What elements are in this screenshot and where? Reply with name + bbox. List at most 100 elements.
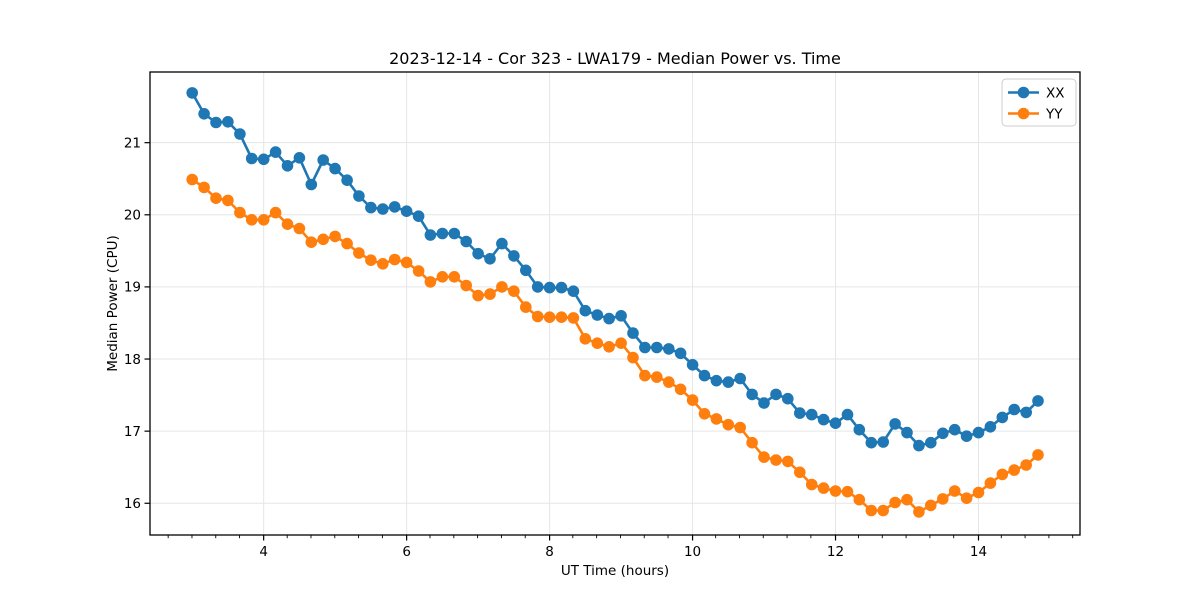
data-point-xx [805, 408, 818, 421]
data-point-yy [663, 376, 675, 388]
data-point-yy [889, 496, 901, 509]
plot-border [149, 71, 1081, 536]
data-point-yy [758, 451, 770, 463]
data-point-yy [1008, 464, 1020, 476]
legend-marker-xx [1017, 86, 1030, 99]
data-point-yy [210, 192, 222, 204]
data-point-yy [555, 311, 568, 324]
data-point-xx [388, 201, 401, 213]
data-point-xx [782, 392, 794, 405]
data-point-xx [817, 413, 830, 426]
y-tick-label: 16 [124, 496, 141, 512]
data-point-xx [579, 304, 592, 317]
data-point-yy [245, 214, 258, 226]
data-point-yy [484, 288, 496, 300]
grid-layer [150, 72, 1080, 535]
data-point-xx [365, 201, 377, 214]
data-point-xx [591, 309, 604, 321]
data-point-xx [567, 285, 580, 298]
data-point-yy [925, 499, 937, 512]
data-point-yy [186, 173, 198, 186]
data-point-xx [734, 372, 746, 385]
data-point-xx [520, 264, 532, 277]
data-point-yy [377, 258, 389, 270]
data-point-yy [937, 493, 949, 505]
data-point-xx [746, 388, 758, 401]
x-tick-label: 12 [827, 544, 844, 560]
data-point-xx [234, 128, 246, 140]
data-point-xx [1020, 406, 1032, 419]
legend-entry-xx: XX [1008, 86, 1065, 102]
data-point-xx [948, 423, 961, 436]
y-tick-label: 17 [124, 424, 141, 440]
data-point-xx [329, 162, 341, 175]
legend-marker-yy [1017, 107, 1030, 120]
y-tick-label: 19 [124, 280, 141, 296]
data-point-xx [472, 247, 484, 260]
data-point-xx [245, 152, 258, 165]
data-point-yy [353, 247, 365, 259]
data-point-yy [710, 413, 723, 425]
y-axis-label: Median Power (CPU) [105, 235, 121, 371]
data-point-xx [758, 397, 770, 409]
data-point-yy [436, 271, 449, 283]
data-point-yy [305, 236, 318, 248]
data-point-xx [555, 281, 568, 294]
data-point-yy [472, 289, 484, 302]
data-point-yy [269, 206, 282, 219]
data-point-xx [1032, 395, 1044, 407]
data-point-yy [829, 485, 842, 497]
data-point-yy [639, 369, 651, 382]
data-point-yy [698, 408, 711, 420]
data-point-yy [579, 333, 592, 345]
data-point-yy [424, 276, 437, 288]
data-point-xx [341, 174, 353, 186]
data-point-xx [424, 229, 437, 241]
data-point-yy [591, 337, 604, 350]
data-point-xx [674, 347, 687, 360]
data-point-xx [198, 108, 210, 120]
x-tick-label: 10 [684, 544, 701, 560]
data-point-yy [520, 301, 532, 313]
data-point-yy [794, 466, 806, 479]
data-point-xx [996, 411, 1009, 424]
data-point-yy [1032, 449, 1044, 461]
data-point-yy [996, 468, 1009, 481]
data-point-xx [925, 436, 937, 449]
data-point-xx [853, 423, 866, 436]
data-point-yy [651, 371, 663, 383]
y-tick-label: 21 [124, 135, 141, 151]
data-point-yy [293, 222, 306, 235]
data-point-yy [341, 237, 353, 250]
data-point-yy [222, 194, 234, 207]
data-point-xx [770, 388, 782, 401]
data-point-xx [186, 87, 198, 99]
data-point-xx [400, 205, 413, 217]
data-point-xx [841, 408, 854, 421]
data-point-yy [865, 504, 878, 517]
data-point-yy [257, 214, 270, 226]
data-point-xx [293, 152, 306, 164]
data-point-xx [615, 310, 627, 322]
data-point-xx [686, 359, 699, 371]
data-point-xx [663, 343, 675, 355]
data-point-xx [317, 154, 330, 166]
x-tick-label: 14 [970, 544, 987, 560]
data-point-yy [984, 477, 997, 489]
data-point-xx [901, 426, 913, 439]
data-point-xx [698, 369, 711, 382]
data-point-yy [365, 254, 377, 266]
data-point-yy [615, 337, 627, 350]
data-point-yy [972, 486, 985, 499]
data-point-yy [317, 233, 330, 246]
data-point-xx [531, 281, 544, 293]
data-point-xx [210, 116, 222, 129]
data-point-yy [960, 492, 973, 505]
x-tick-label: 4 [259, 544, 268, 560]
data-point-yy [412, 265, 425, 277]
series-line-yy [190, 178, 1040, 514]
data-point-xx [984, 421, 997, 433]
data-point-yy [627, 351, 639, 364]
